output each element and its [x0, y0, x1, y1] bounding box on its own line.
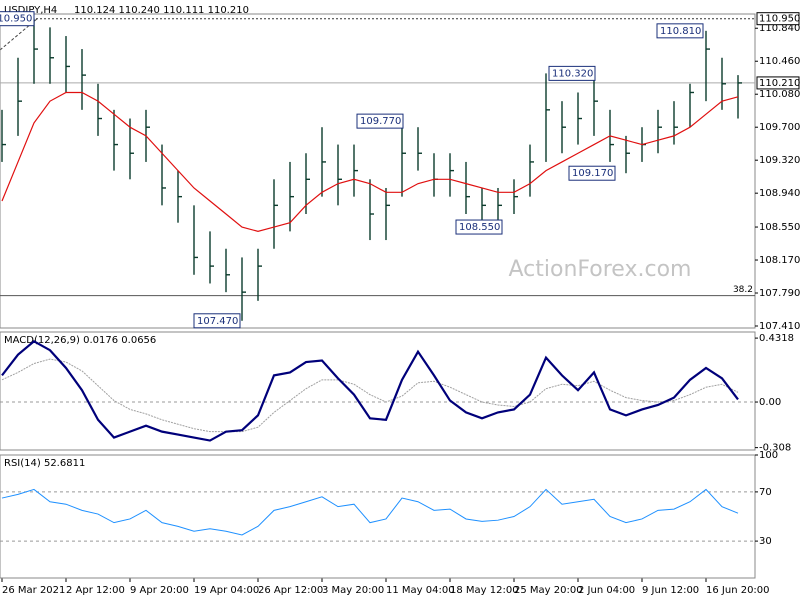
x-tick-label: 2 Apr 12:00 — [66, 585, 125, 596]
y-tick-label: 70 — [759, 487, 772, 498]
price-level-label: 110.950 — [759, 14, 800, 25]
y-tick-label: 0.4318 — [759, 333, 794, 344]
x-tick-label: 19 Apr 04:00 — [194, 585, 259, 596]
annotation-box — [568, 165, 616, 181]
y-tick-label: 100 — [759, 450, 778, 461]
y-tick-label: 107.790 — [759, 288, 800, 299]
main-line — [1, 339, 739, 442]
x-tick-label: 9 Jun 12:00 — [642, 585, 699, 596]
y-tick-label: 108.550 — [759, 222, 800, 233]
indicator-title: MACD(12,26,9) 0.0176 0.0656 — [4, 335, 156, 346]
annotation-box — [0, 11, 35, 27]
y-tick-label: 110.840 — [759, 23, 800, 34]
ma-line — [1, 91, 739, 232]
panel-frame — [0, 13, 756, 329]
y-tick-label: 107.410 — [759, 321, 800, 332]
x-tick-label: 18 May 12:00 — [450, 585, 519, 596]
annotation-box — [356, 113, 404, 129]
y-tick-label: 108.170 — [759, 255, 800, 266]
annotation-box — [455, 219, 503, 235]
annotation-label: 109.170 — [572, 168, 613, 179]
x-tick-label: 3 May 20:00 — [322, 585, 384, 596]
panel-frame — [0, 454, 756, 579]
x-tick-label: 25 May 20:00 — [514, 585, 583, 596]
y-tick-label: 110.460 — [759, 56, 800, 67]
price-level-label: 110.210 — [759, 78, 800, 89]
indicator-title: RSI(14) 52.6811 — [4, 458, 85, 469]
annotation-box — [548, 65, 596, 81]
y-tick-label: 0.00 — [759, 397, 781, 408]
watermark: ActionForex.com — [509, 257, 692, 282]
panel-frame — [0, 331, 756, 451]
y-tick-label: 30 — [759, 536, 772, 547]
fib-label: 38.2 — [733, 285, 753, 295]
annotation-label: 110.950 — [0, 14, 32, 25]
y-tick-label: 108.940 — [759, 188, 800, 199]
x-tick-label: 26 Mar 2021 — [2, 585, 65, 596]
quote: 110.124 110.240 110.111 110.210 — [74, 5, 249, 16]
y-tick-label: -0.308 — [759, 443, 791, 454]
annotation-box — [193, 313, 241, 329]
main-line — [1, 488, 739, 536]
x-tick-label: 26 Apr 12:00 — [258, 585, 323, 596]
annotation-box — [656, 23, 704, 39]
x-tick-label: 11 May 04:00 — [386, 585, 455, 596]
y-tick-label: 109.700 — [759, 122, 800, 133]
annotation-label: 110.320 — [552, 68, 593, 79]
chart-title: USDJPY,H4 — [4, 5, 57, 16]
y-tick-label: 110.080 — [759, 89, 800, 100]
price-level-box — [756, 76, 800, 90]
price-level-box — [756, 12, 800, 26]
x-tick-label: 16 Jun 20:00 — [706, 585, 770, 596]
annotation-label: 110.810 — [660, 26, 701, 37]
signal-line — [1, 358, 739, 433]
x-tick-label: 2 Jun 04:00 — [578, 585, 635, 596]
annotation-label: 108.550 — [459, 222, 500, 233]
annotation-label: 109.770 — [360, 116, 401, 127]
annotation-label: 107.470 — [197, 316, 238, 327]
x-tick-label: 9 Apr 20:00 — [130, 585, 189, 596]
y-tick-label: 109.320 — [759, 155, 800, 166]
